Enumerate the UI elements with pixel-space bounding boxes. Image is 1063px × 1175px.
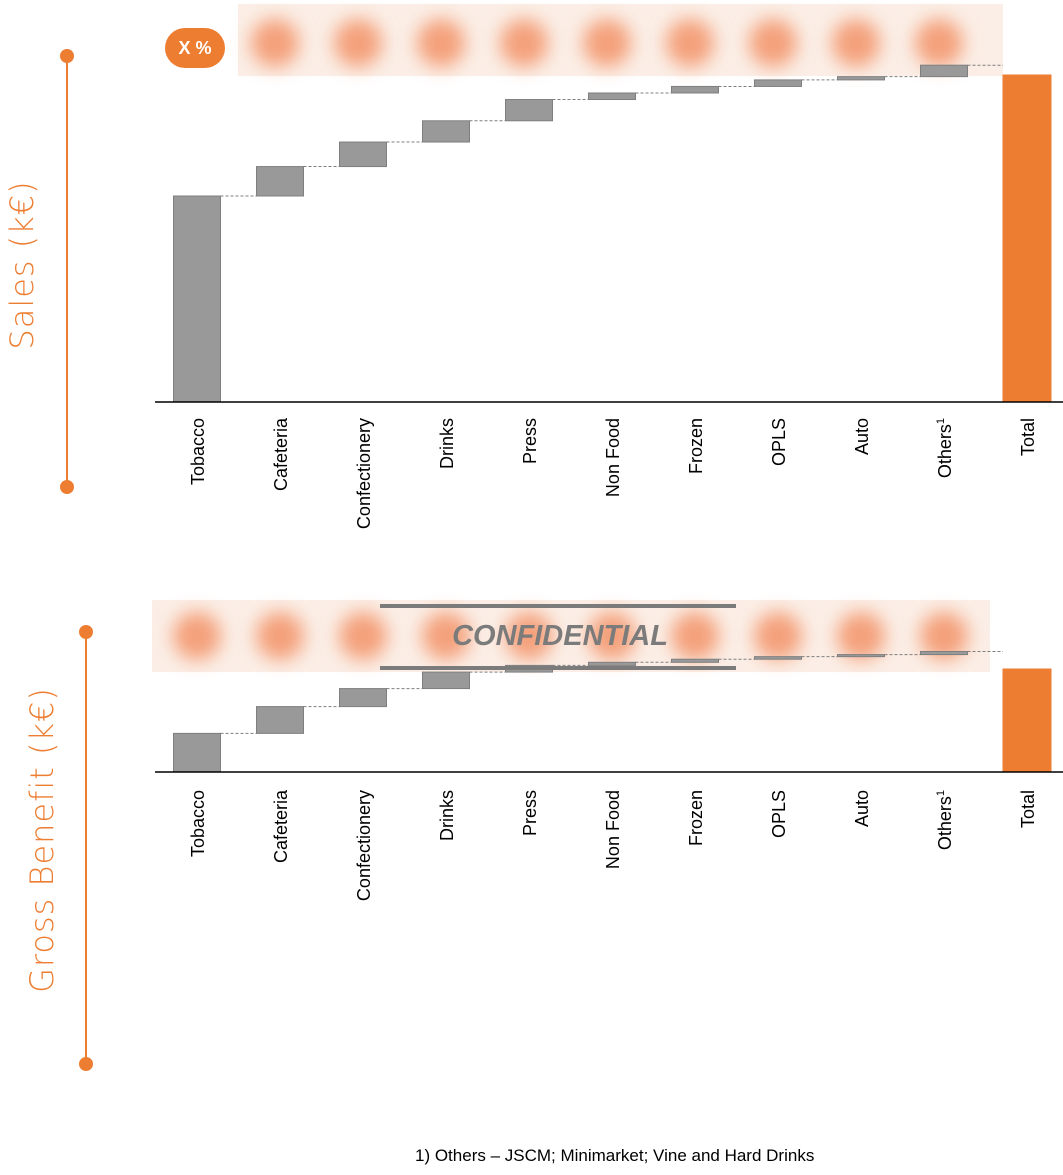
tick-label-frozen: Frozen <box>686 418 706 474</box>
blurred-value-label <box>256 612 304 660</box>
blurred-value-label <box>837 612 885 660</box>
blurred-value-label <box>251 19 299 67</box>
confidential-rule-bottom <box>380 666 736 670</box>
bar-drinks <box>422 120 470 143</box>
blurred-value-label <box>671 612 719 660</box>
bar-confectionery <box>339 688 387 708</box>
tick-label-opls: OPLS <box>769 790 789 838</box>
bar-opls <box>754 79 802 87</box>
blurred-value-label <box>832 19 880 67</box>
tick-label-tobacco: Tobacco <box>188 790 208 857</box>
bar-others <box>920 650 968 656</box>
tick-label-frozen: Frozen <box>686 790 706 846</box>
bar-tobacco <box>173 732 221 773</box>
blurred-value-label <box>920 612 968 660</box>
tick-label-tobacco: Tobacco <box>188 418 208 485</box>
bar-others <box>920 64 968 78</box>
sales-bracket-line <box>66 56 68 486</box>
tick-label-auto: Auto <box>852 790 872 827</box>
bar-auto <box>837 76 885 81</box>
blurred-value-label <box>422 612 470 660</box>
tick-label-total: Total <box>1018 790 1038 828</box>
tick-label-press: Press <box>520 418 540 464</box>
tick-label-non-food: Non Food <box>603 418 623 497</box>
blurred-value-label <box>754 612 802 660</box>
bar-press <box>505 99 553 122</box>
bar-total <box>1002 74 1052 403</box>
bar-frozen <box>671 658 719 663</box>
blurred-value-label <box>334 19 382 67</box>
bar-drinks <box>422 671 470 690</box>
tick-label-confectionery: Confectionery <box>354 418 374 529</box>
bar-auto <box>837 654 885 658</box>
gross-benefit-bracket-line <box>85 632 87 1062</box>
bar-cafeteria <box>256 166 304 197</box>
gross-benefit-bracket-bottom-dot <box>79 1057 93 1071</box>
blurred-value-label <box>749 19 797 67</box>
tick-label-others: Others1 <box>935 790 955 850</box>
blurred-value-label <box>339 612 387 660</box>
blurred-value-label <box>588 612 636 660</box>
tick-label-confectionery: Confectionery <box>354 790 374 901</box>
percentage-badge: X % <box>165 28 225 68</box>
tick-label-total: Total <box>1018 418 1038 456</box>
blurred-value-label <box>583 19 631 67</box>
blurred-value-label <box>500 19 548 67</box>
bar-opls <box>754 656 802 660</box>
confidential-rule-top <box>380 604 736 608</box>
tick-label-drinks: Drinks <box>437 790 457 841</box>
blurred-value-label <box>173 612 221 660</box>
tick-label-others: Others1 <box>935 418 955 478</box>
tick-label-press: Press <box>520 790 540 836</box>
tick-label-cafeteria: Cafeteria <box>271 789 291 863</box>
blurred-value-label <box>666 19 714 67</box>
bar-confectionery <box>339 141 387 168</box>
tick-label-auto: Auto <box>852 418 872 455</box>
confidential-stamp: CONFIDENTIAL <box>452 620 668 652</box>
tick-label-non-food: Non Food <box>603 790 623 869</box>
bar-tobacco <box>173 195 221 403</box>
bar-frozen <box>671 85 719 94</box>
sales-bracket-bottom-dot <box>60 480 74 494</box>
bar-cafeteria <box>256 706 304 734</box>
bar-total <box>1002 668 1052 773</box>
tick-label-cafeteria: Cafeteria <box>271 417 291 491</box>
bar-non-food <box>588 92 636 101</box>
tick-label-opls: OPLS <box>769 418 789 466</box>
bar-non-food <box>588 661 636 666</box>
blurred-value-label <box>915 19 963 67</box>
blurred-value-label <box>505 612 553 660</box>
footnote: 1) Others – JSCM; Minimarket; Vine and H… <box>415 1146 815 1165</box>
tick-label-drinks: Drinks <box>437 418 457 469</box>
blurred-value-label <box>417 19 465 67</box>
